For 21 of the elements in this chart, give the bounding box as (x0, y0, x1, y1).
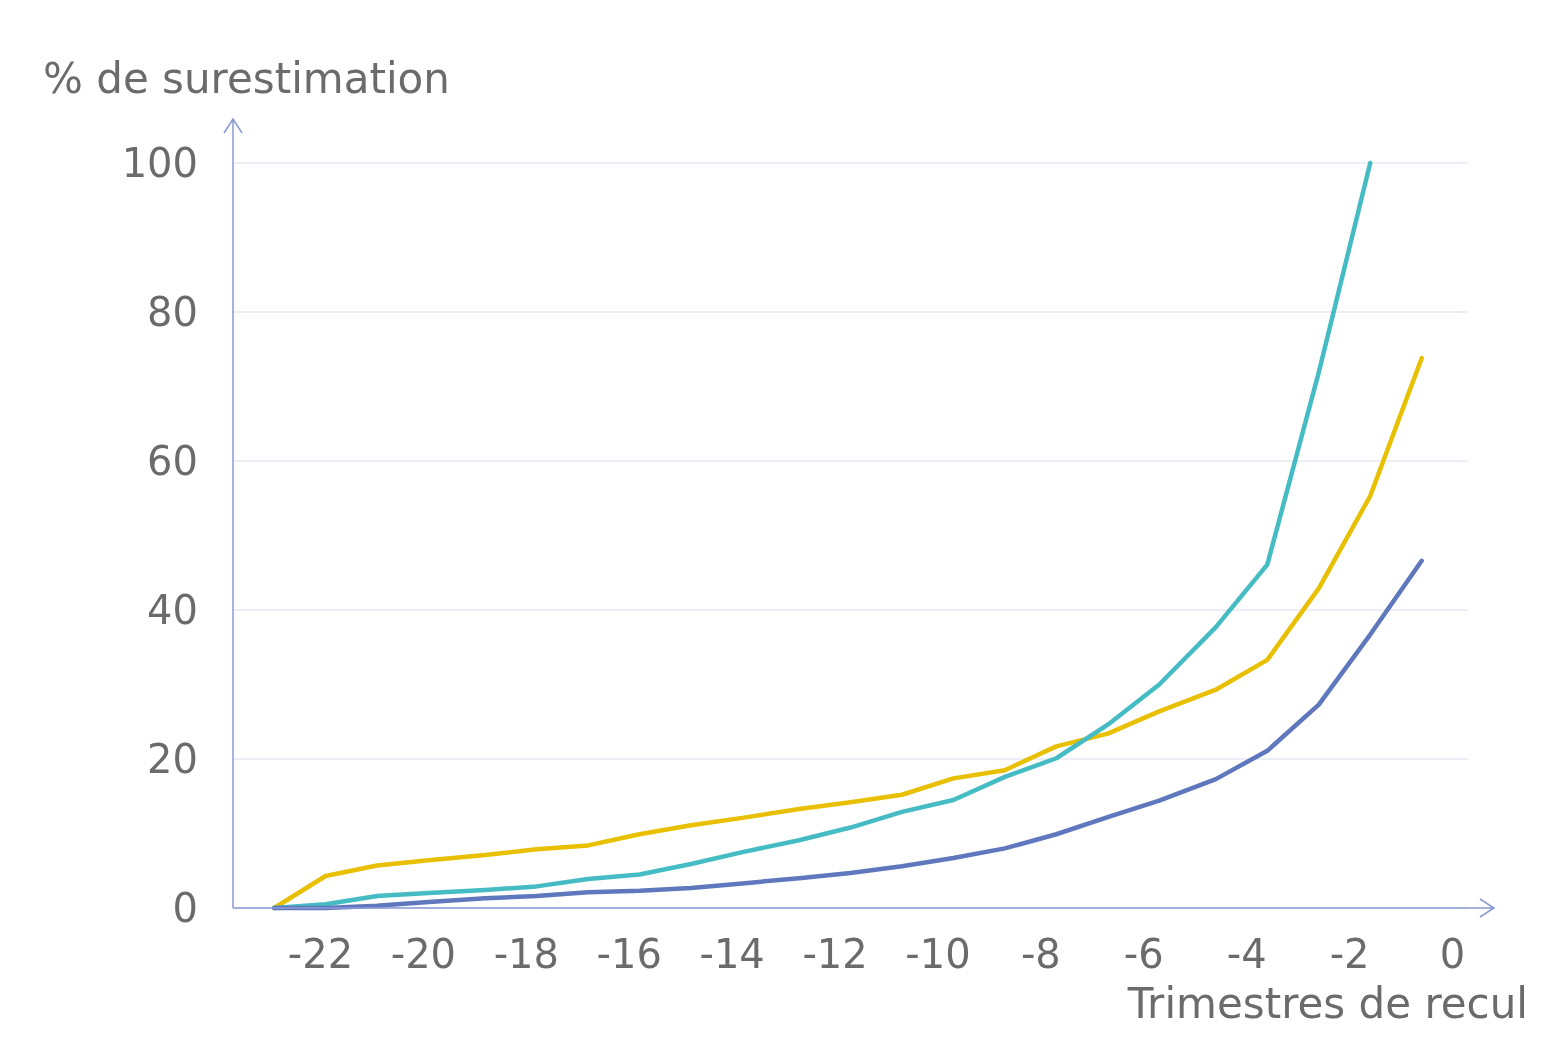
x-tick-label: 0 (1439, 931, 1466, 977)
y-tick-label: 40 (147, 587, 198, 633)
y-tick-label: 80 (147, 289, 198, 335)
x-tick-label: -10 (905, 931, 971, 977)
y-tick-label: 100 (121, 140, 198, 186)
y-tick-label: 60 (147, 438, 198, 484)
x-tick-label: -20 (390, 931, 457, 977)
line-series (271, 558, 1424, 911)
x-tick-label: -4 (1226, 931, 1267, 977)
x-tick-label: -22 (287, 931, 354, 977)
y-tick-label: 0 (172, 885, 198, 931)
x-tick-label: -6 (1123, 931, 1164, 977)
y-axis-title: % de surestimation (43, 54, 450, 103)
x-tick-label: -14 (699, 931, 765, 977)
x-axis-title: Trimestres de recul (1126, 979, 1528, 1028)
x-tick-label: -2 (1329, 931, 1370, 977)
x-tick-label: -8 (1020, 931, 1061, 977)
x-tick-label: -12 (802, 931, 868, 977)
y-tick-label: 20 (147, 736, 198, 782)
x-tick-label: -18 (493, 931, 559, 977)
x-tick-label: -16 (596, 931, 662, 977)
